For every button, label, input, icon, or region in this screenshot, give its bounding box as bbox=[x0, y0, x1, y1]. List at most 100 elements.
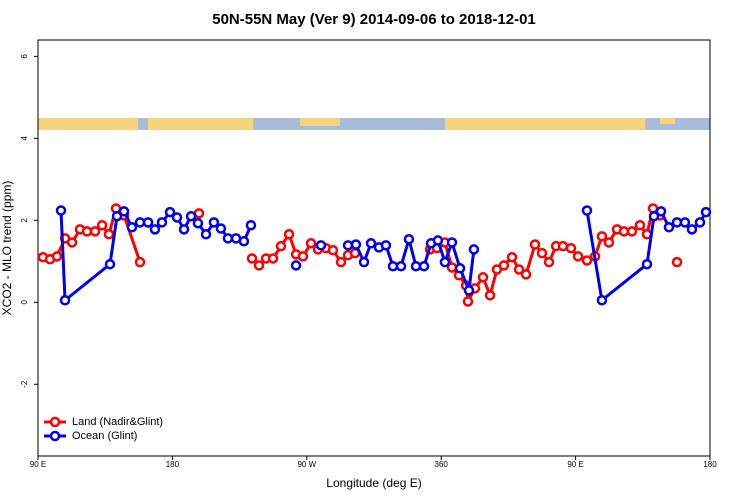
x-tick-label: 360 bbox=[435, 460, 449, 469]
data-point bbox=[395, 260, 407, 272]
data-point bbox=[149, 224, 161, 235]
data-point bbox=[387, 260, 399, 272]
data-point bbox=[536, 247, 548, 259]
data-point bbox=[178, 224, 190, 235]
data-point bbox=[477, 272, 489, 283]
data-point bbox=[506, 251, 518, 263]
data-point bbox=[671, 256, 683, 268]
legend-marker bbox=[49, 430, 61, 442]
data-point bbox=[603, 237, 615, 248]
data-point bbox=[432, 235, 444, 246]
data-point bbox=[350, 239, 362, 250]
legend-marker bbox=[49, 416, 61, 428]
data-point bbox=[171, 212, 183, 223]
data-point bbox=[192, 217, 204, 229]
data-point bbox=[484, 290, 496, 301]
data-point bbox=[238, 235, 250, 247]
data-point bbox=[134, 217, 146, 228]
data-point bbox=[520, 269, 532, 280]
data-point bbox=[403, 233, 415, 245]
data-point bbox=[663, 222, 675, 233]
data-point bbox=[245, 220, 257, 231]
data-point bbox=[142, 217, 154, 228]
data-point bbox=[215, 223, 227, 234]
x-tick-label: 90 E bbox=[567, 460, 583, 469]
data-point bbox=[418, 260, 430, 272]
data-point bbox=[410, 260, 422, 272]
data-point bbox=[297, 251, 309, 262]
plot-frame bbox=[37, 39, 711, 457]
y-tick-label: 4 bbox=[20, 136, 29, 141]
data-point bbox=[700, 206, 712, 218]
x-tick-label: 90 E bbox=[30, 460, 46, 469]
data-point bbox=[51, 251, 63, 262]
data-point bbox=[305, 238, 317, 249]
data-point bbox=[626, 226, 638, 237]
data-point bbox=[126, 222, 138, 233]
data-point bbox=[315, 240, 327, 251]
data-point bbox=[439, 256, 451, 268]
data-point bbox=[253, 260, 265, 271]
data-point bbox=[513, 264, 525, 275]
data-point bbox=[365, 238, 377, 249]
data-point bbox=[59, 295, 71, 306]
data-point bbox=[655, 206, 667, 217]
legend-label: Land (Nadir&Glint) bbox=[72, 416, 163, 428]
data-point bbox=[89, 226, 101, 237]
data-point bbox=[596, 231, 608, 242]
data-point bbox=[156, 217, 168, 228]
y-tick-label: 6 bbox=[20, 54, 29, 59]
data-point bbox=[103, 229, 115, 240]
legend-label: Ocean (Glint) bbox=[72, 430, 137, 442]
data-point bbox=[185, 210, 197, 222]
data-point bbox=[200, 229, 212, 240]
x-axis-label: Longitude (deg E) bbox=[326, 476, 421, 490]
data-point bbox=[335, 256, 347, 268]
data-point bbox=[529, 239, 541, 250]
data-point bbox=[111, 210, 123, 222]
data-point bbox=[463, 285, 475, 296]
x-tick-label: 90 W bbox=[297, 460, 316, 469]
data-point bbox=[498, 260, 510, 271]
data-point bbox=[454, 263, 466, 274]
data-point bbox=[134, 256, 146, 268]
x-tick-label: 180 bbox=[166, 460, 180, 469]
data-point bbox=[694, 217, 706, 228]
data-point bbox=[557, 240, 569, 252]
y-tick-label: 2 bbox=[20, 218, 29, 223]
data-point bbox=[634, 220, 646, 231]
data-point bbox=[679, 217, 691, 228]
data-point bbox=[104, 258, 116, 270]
data-point bbox=[641, 258, 653, 270]
data-point bbox=[380, 240, 392, 251]
data-point bbox=[66, 237, 78, 248]
data-point bbox=[468, 244, 480, 255]
data-point bbox=[96, 220, 108, 231]
data-point bbox=[581, 205, 593, 216]
data-point bbox=[55, 205, 67, 216]
data-point bbox=[208, 217, 220, 228]
data-point bbox=[81, 226, 93, 237]
data-point bbox=[686, 224, 698, 235]
x-tick-label: 180 bbox=[703, 460, 717, 469]
data-point bbox=[267, 253, 279, 264]
data-point bbox=[543, 256, 555, 268]
data-point bbox=[164, 206, 176, 218]
data-point bbox=[572, 251, 584, 262]
data-point bbox=[581, 255, 593, 266]
data-point bbox=[565, 242, 577, 254]
data-point bbox=[283, 229, 295, 240]
land-ocean-strip bbox=[38, 118, 710, 130]
data-point bbox=[290, 260, 302, 271]
data-point bbox=[596, 295, 608, 306]
data-point bbox=[246, 253, 258, 264]
data-point bbox=[648, 210, 660, 222]
data-point bbox=[118, 206, 130, 217]
y-axis-label: XCO2 - MLO trend (ppm) bbox=[0, 181, 14, 316]
data-point bbox=[275, 240, 287, 252]
data-point bbox=[358, 256, 370, 268]
y-tick-label: -2 bbox=[20, 380, 29, 388]
data-point bbox=[462, 296, 474, 307]
y-tick-label: 0 bbox=[20, 300, 29, 305]
